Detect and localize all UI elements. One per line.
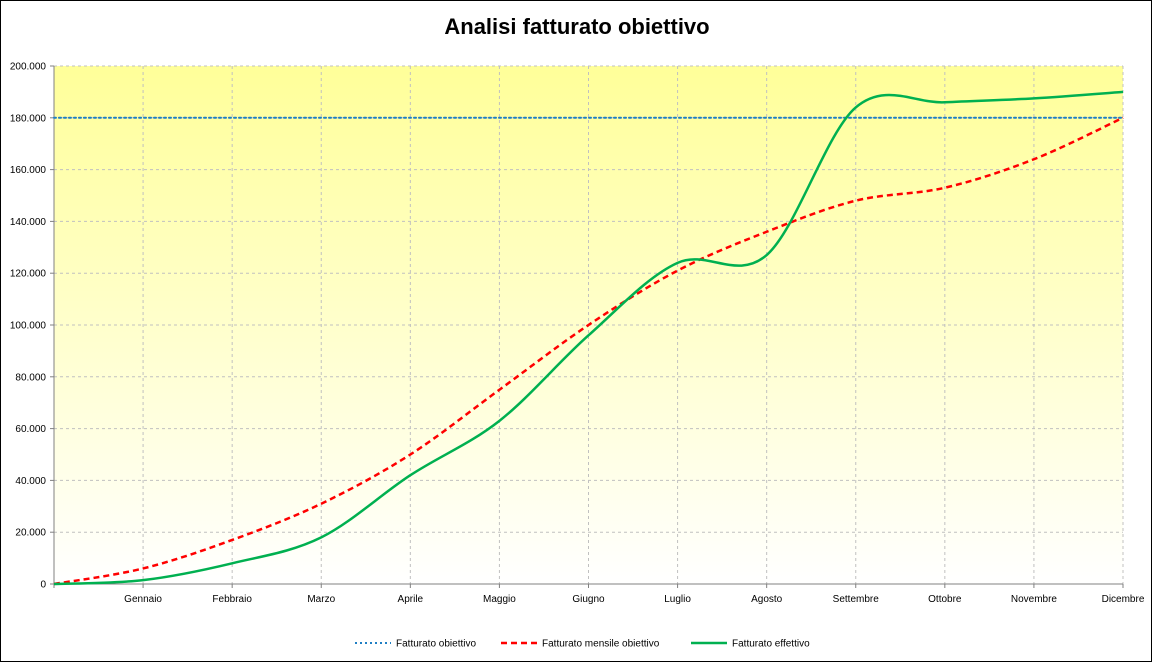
y-tick-label: 140.000 xyxy=(10,217,47,228)
x-tick-label: Marzo xyxy=(307,594,335,605)
x-tick-label: Aprile xyxy=(398,594,424,605)
y-tick-label: 160.000 xyxy=(10,165,47,176)
y-tick-label: 120.000 xyxy=(10,269,47,280)
y-tick-label: 20.000 xyxy=(15,528,46,539)
chart-title: Analisi fatturato obiettivo xyxy=(444,14,709,39)
x-tick-label: Maggio xyxy=(483,594,516,605)
legend-label-3: Fatturato effettivo xyxy=(732,639,810,650)
y-tick-label: 180.000 xyxy=(10,113,47,124)
x-tick-label: Dicembre xyxy=(1102,594,1145,605)
legend-label-1: Fatturato obiettivo xyxy=(396,639,476,650)
y-tick-label: 200.000 xyxy=(10,62,47,73)
x-tick-label: Giugno xyxy=(572,594,605,605)
series-line-3 xyxy=(53,90,1124,586)
x-tick-label: Febbraio xyxy=(212,594,252,605)
legend: Fatturato obiettivo Fatturato mensile obi… xyxy=(355,639,810,650)
y-tick-label: 80.000 xyxy=(15,372,46,383)
y-tick-label: 100.000 xyxy=(10,321,47,332)
series-lines xyxy=(53,90,1124,586)
x-tick-label: Agosto xyxy=(751,594,783,605)
x-tick-label: Novembre xyxy=(1011,594,1058,605)
x-tick-label: Luglio xyxy=(664,594,691,605)
y-tick-label: 0 xyxy=(40,580,46,591)
x-tick-label: Gennaio xyxy=(124,594,162,605)
y-tick-label: 40.000 xyxy=(15,476,46,487)
x-tick-label: Settembre xyxy=(833,594,880,605)
y-tick-label: 60.000 xyxy=(15,424,46,435)
x-tick-label: Ottobre xyxy=(928,594,962,605)
axes: 0 20.000 40.000 60.000 80.000 100.000 120.000 1… xyxy=(10,62,1145,606)
series-line-2 xyxy=(53,116,1124,586)
legend-label-2: Fatturato mensile obiettivo xyxy=(542,639,660,650)
